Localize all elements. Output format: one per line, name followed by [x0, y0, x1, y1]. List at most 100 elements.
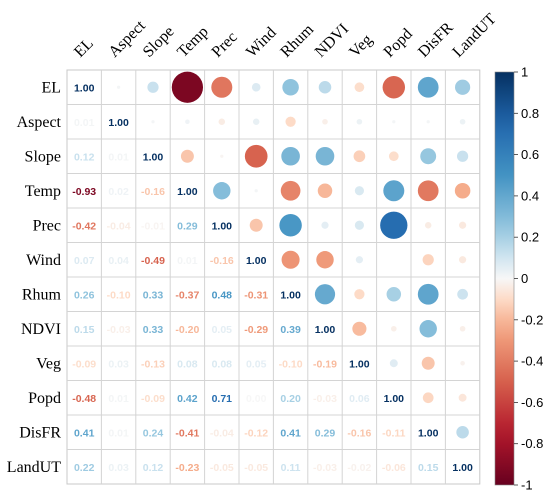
corr-value-ndvi-temp: -0.20: [175, 324, 199, 336]
corr-circle-aspect-prec: [218, 118, 226, 125]
corr-value-prec-el: -0.42: [72, 220, 96, 232]
corr-value-landut-veg: -0.02: [347, 462, 371, 474]
corr-circle-popd-landut: [458, 393, 467, 402]
corr-value-landut-el: 0.22: [74, 462, 95, 474]
corr-value-veg-slope: -0.13: [141, 358, 165, 370]
corr-value-landut-landut: 1.00: [452, 462, 473, 474]
corr-value-disfr-slope: 0.24: [143, 427, 164, 439]
corr-value-disfr-wind: -0.12: [244, 427, 268, 439]
corr-circle-wind-disfr: [422, 254, 434, 266]
corr-value-ndvi-rhum: 0.39: [280, 324, 301, 336]
corr-value-disfr-veg: -0.16: [347, 427, 371, 439]
corr-circle-ndvi-veg: [352, 321, 367, 336]
corr-value-landut-temp: -0.23: [175, 462, 199, 474]
corr-value-rhum-rhum: 1.00: [280, 289, 301, 301]
column-label-disfr: DisFR: [415, 19, 457, 61]
corr-circle-el-temp: [171, 71, 204, 103]
corr-circle-aspect-wind: [252, 118, 260, 125]
corr-value-veg-temp: 0.08: [177, 358, 198, 370]
corr-circle-veg-disfr: [421, 356, 435, 370]
matrix-grid: [66, 69, 481, 485]
corr-circle-el-veg: [354, 82, 365, 93]
corr-value-landut-prec: -0.05: [210, 462, 234, 474]
corr-value-disfr-popd: -0.11: [382, 427, 406, 439]
corr-circle-disfr-landut: [456, 425, 469, 439]
corr-circle-aspect-popd: [392, 120, 396, 124]
corr-circle-slope-veg: [353, 150, 366, 163]
corr-circle-temp-rhum: [280, 180, 301, 201]
corr-circle-aspect-landut: [459, 118, 466, 125]
corr-circle-el-popd: [382, 76, 406, 99]
colorbar-tick-label: -0.8: [521, 436, 543, 451]
corr-value-rhum-prec: 0.48: [212, 289, 233, 301]
colorbar-tick-label: 0.4: [521, 188, 539, 203]
row-label-temp: Temp: [25, 183, 61, 200]
corr-circle-prec-popd: [380, 211, 408, 239]
corr-value-aspect-aspect: 1.00: [108, 117, 129, 129]
corr-value-temp-aspect: 0.02: [108, 186, 129, 198]
corr-value-veg-veg: 1.00: [349, 358, 370, 370]
corr-value-popd-el: -0.48: [72, 393, 96, 405]
corr-value-veg-aspect: 0.03: [108, 358, 129, 370]
corr-circle-rhum-popd: [386, 287, 402, 302]
colorbar-tick-label: 0: [521, 271, 528, 286]
corr-circle-temp-wind: [254, 189, 258, 193]
corr-value-temp-el: -0.93: [72, 186, 96, 198]
colorbar-tick-label: 1: [521, 65, 528, 80]
corr-circle-aspect-temp: [185, 119, 190, 125]
colorbar-gradient: [494, 71, 515, 486]
corr-value-wind-wind: 1.00: [246, 255, 267, 267]
corr-circle-veg-popd: [389, 359, 398, 368]
corr-circle-slope-wind: [244, 144, 268, 168]
corr-circle-rhum-landut: [457, 288, 468, 300]
corr-value-disfr-aspect: 0.01: [108, 427, 129, 439]
row-label-aspect: Aspect: [17, 114, 62, 131]
corr-circle-popd-disfr: [422, 392, 434, 404]
corr-circle-temp-veg: [354, 186, 364, 196]
colorbar-tick-label: 0.2: [521, 230, 539, 245]
corr-value-disfr-el: 0.41: [74, 427, 95, 439]
corr-value-veg-el: -0.09: [72, 358, 96, 370]
corr-value-prec-aspect: -0.04: [107, 220, 131, 232]
corr-value-veg-prec: 0.08: [212, 358, 233, 370]
corr-value-rhum-temp: -0.37: [175, 289, 199, 301]
corr-value-temp-slope: -0.16: [141, 186, 165, 198]
corr-circle-el-wind: [251, 82, 261, 92]
colorbar-tick-label: -1: [521, 478, 533, 493]
colorbar-tick-label: -0.6: [521, 395, 543, 410]
corr-value-prec-slope: -0.01: [141, 220, 165, 232]
corr-value-rhum-aspect: -0.10: [107, 289, 131, 301]
corr-circle-aspect-disfr: [426, 120, 430, 124]
corr-circle-el-ndvi: [318, 80, 332, 94]
corr-value-prec-temp: 0.29: [177, 220, 198, 232]
row-label-prec: Prec: [33, 217, 61, 234]
corr-value-rhum-wind: -0.31: [244, 289, 268, 301]
corr-value-prec-prec: 1.00: [212, 220, 233, 232]
corr-circle-el-slope: [147, 81, 159, 93]
corr-value-temp-temp: 1.00: [177, 186, 198, 198]
corr-value-disfr-prec: -0.04: [210, 427, 234, 439]
corr-value-aspect-el: 0.01: [74, 117, 95, 129]
corr-circle-rhum-ndvi: [314, 284, 336, 305]
row-label-el: EL: [41, 79, 61, 96]
column-label-landut: LandUT: [449, 10, 500, 61]
corr-circle-ndvi-disfr: [419, 320, 437, 338]
corr-circle-prec-rhum: [279, 214, 302, 237]
corr-circle-wind-rhum: [281, 250, 300, 269]
corr-circle-ndvi-landut: [459, 325, 466, 332]
column-label-prec: Prec: [209, 29, 241, 61]
corr-value-slope-slope: 1.00: [143, 151, 164, 163]
corr-circle-prec-landut: [458, 221, 467, 229]
corr-circle-ndvi-popd: [390, 325, 397, 332]
corr-circle-slope-popd: [388, 151, 399, 162]
corr-value-landut-wind: -0.05: [244, 462, 268, 474]
corr-circle-slope-disfr: [420, 148, 437, 165]
corr-circle-el-prec: [211, 76, 233, 98]
row-label-ndvi: NDVI: [21, 321, 61, 338]
corr-value-wind-aspect: 0.04: [108, 255, 129, 267]
corr-circle-prec-disfr: [424, 222, 432, 229]
corr-value-wind-temp: 0.01: [177, 255, 198, 267]
row-label-slope: Slope: [25, 148, 61, 165]
corr-circle-wind-landut: [458, 256, 467, 264]
corr-circle-temp-ndvi: [317, 183, 333, 198]
